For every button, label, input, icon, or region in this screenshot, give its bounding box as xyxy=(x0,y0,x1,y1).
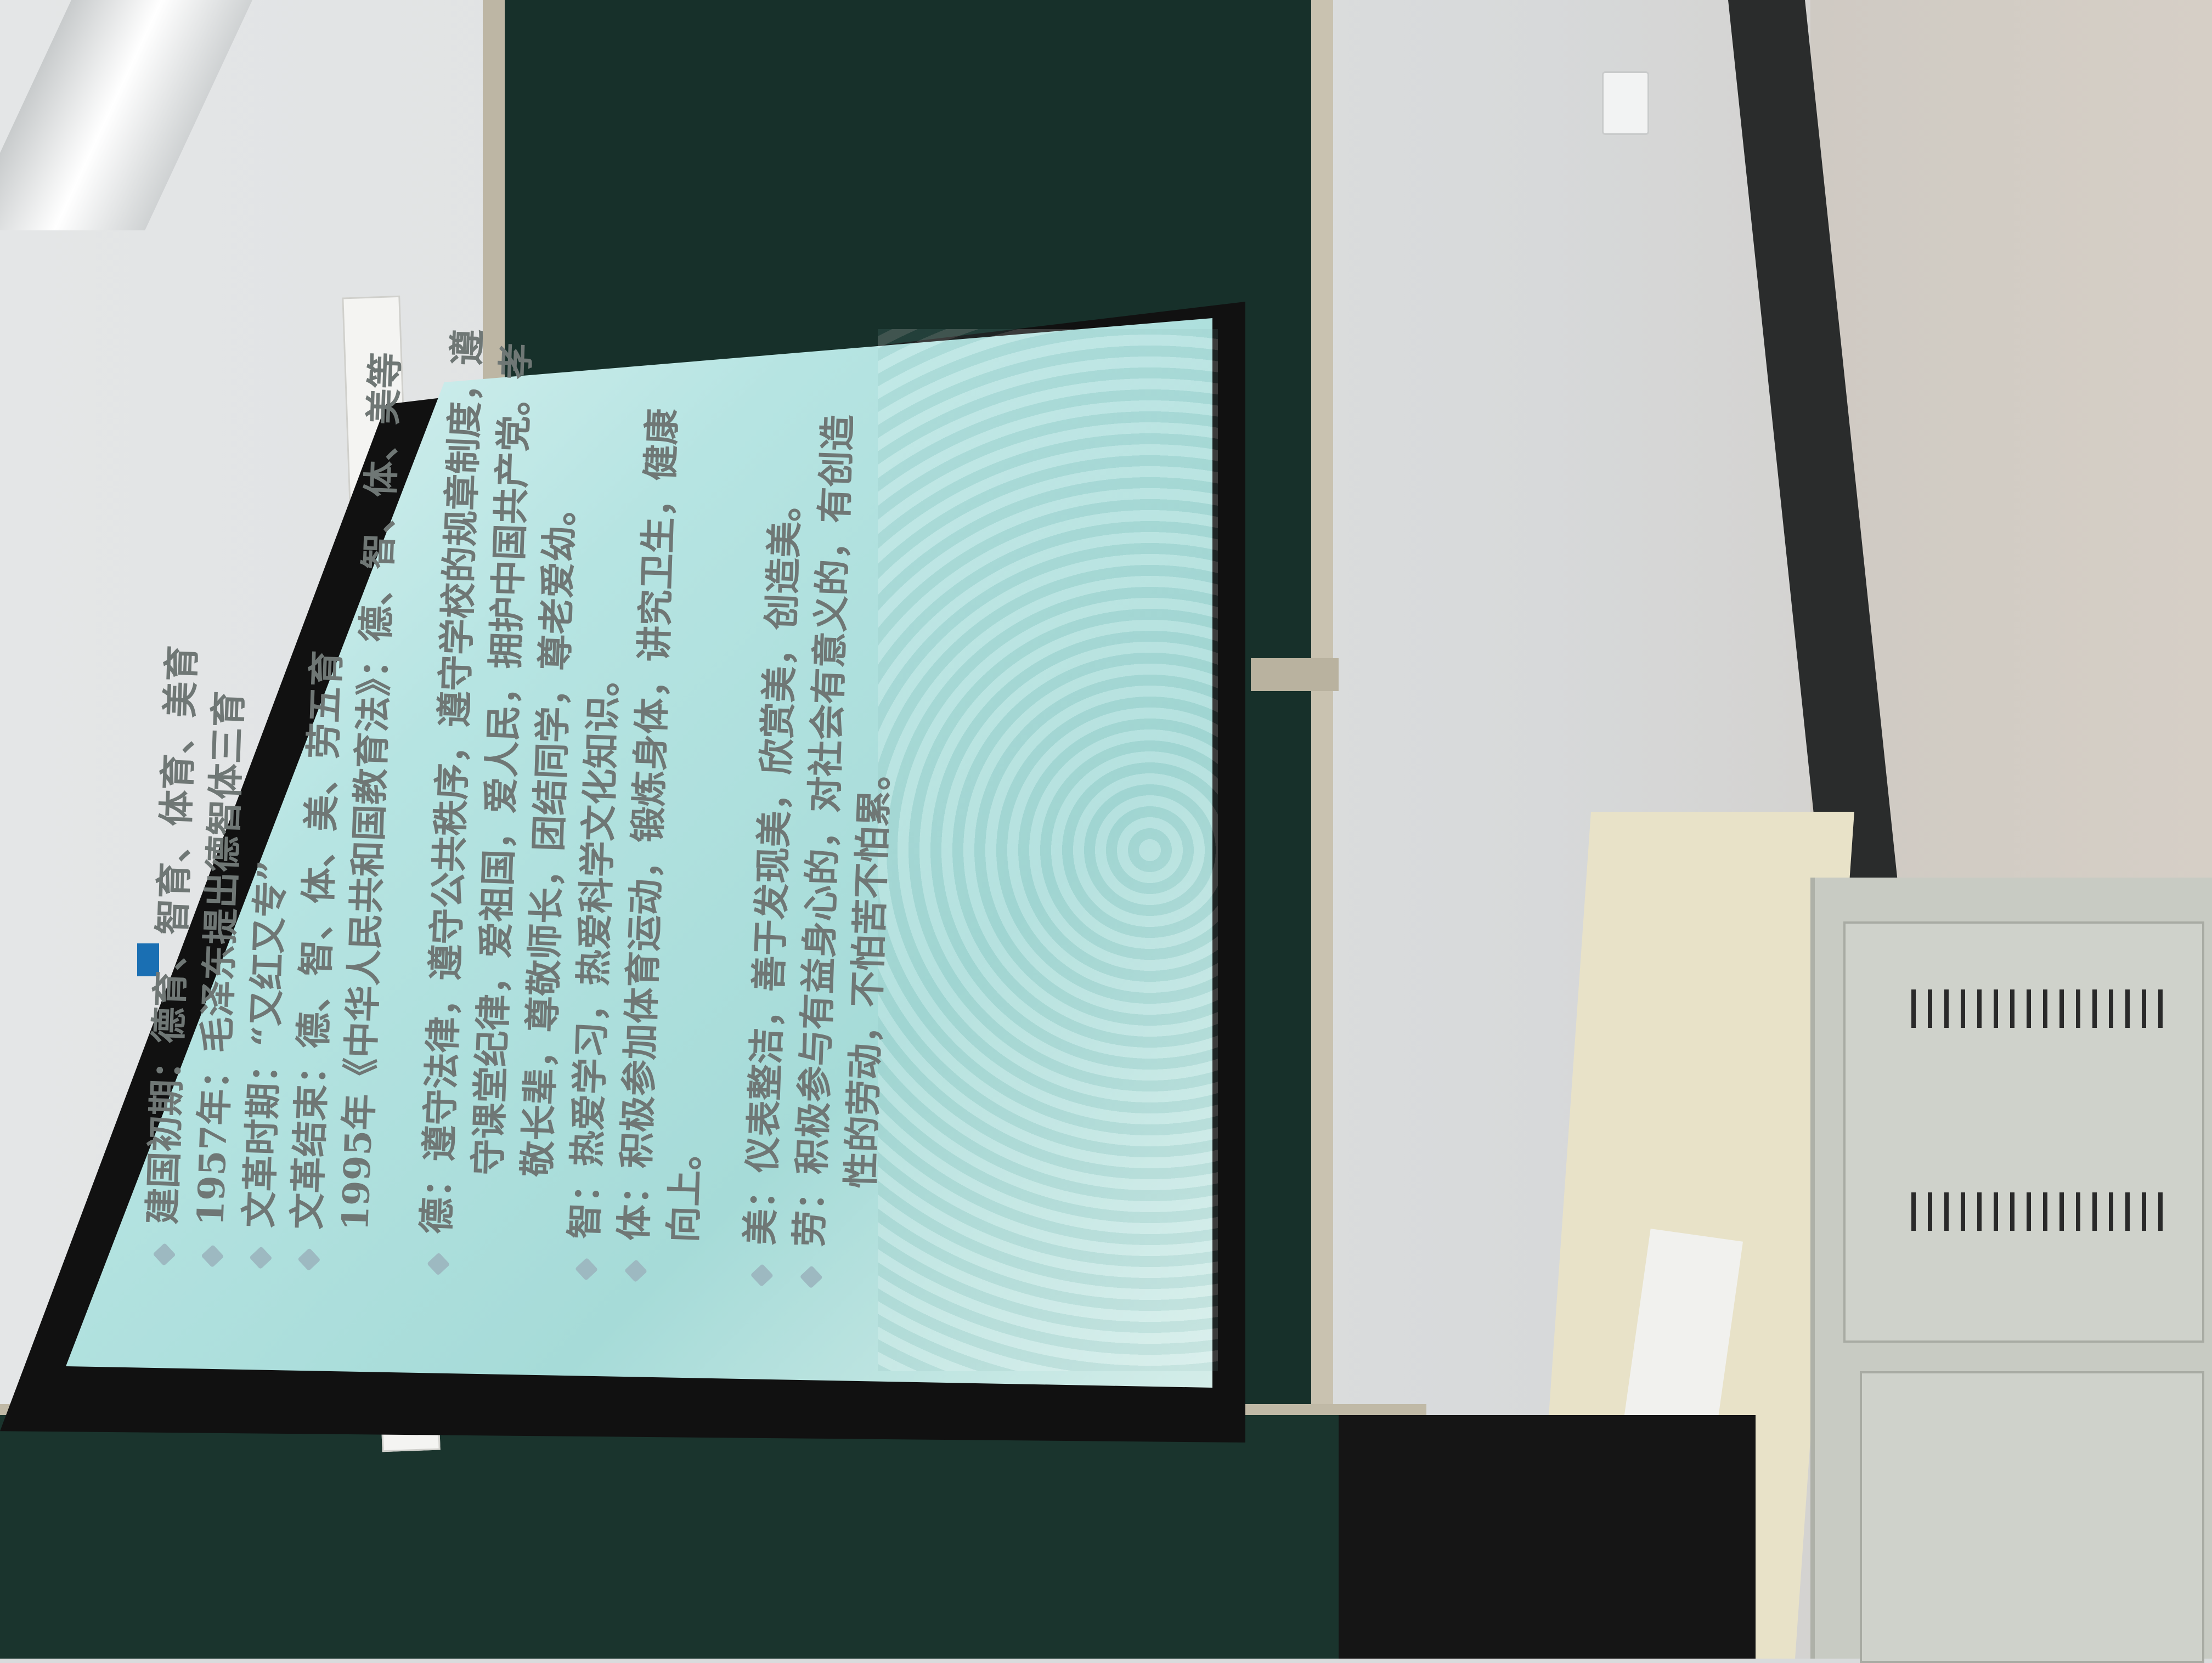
blackboard-frame xyxy=(1311,0,1333,1659)
wall-socket xyxy=(1602,71,1649,135)
blackboard-rail xyxy=(1251,658,1339,691)
monitor xyxy=(1339,1415,1756,1659)
slide-decoration xyxy=(878,329,1218,1371)
slide-content: 建国初期：德育、智育、体育、美育 1957年：毛泽东提出德智体三育 文革时期：“… xyxy=(132,165,992,1290)
slide-line: 向上。 xyxy=(661,1133,708,1243)
cabinet-panel xyxy=(1860,1371,2204,1663)
cabinet-panel xyxy=(1843,921,2204,1343)
screen-brand-label xyxy=(137,943,159,976)
lower-blackboard xyxy=(0,1415,1426,1659)
